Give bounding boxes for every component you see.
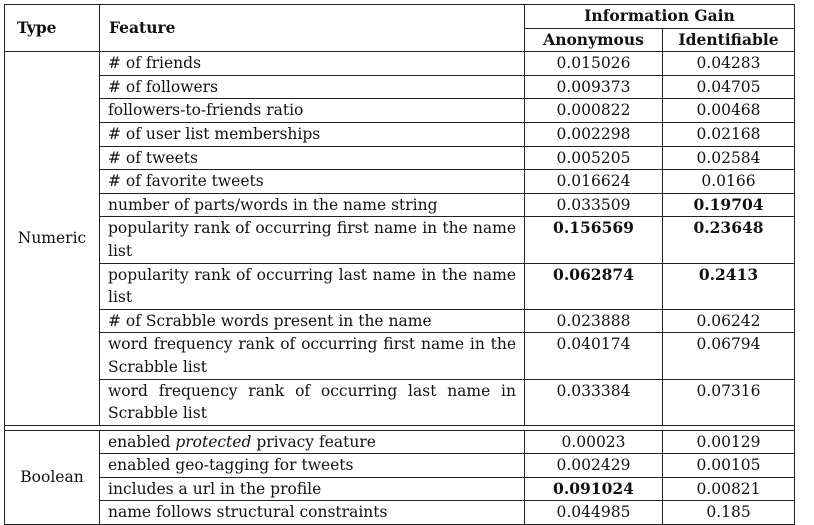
identifiable-value-cell: 0.00821	[662, 476, 795, 502]
feature-cell: # of user list memberships	[99, 121, 525, 147]
anonymous-value-cell: 0.033509	[524, 192, 663, 218]
feature-cell: number of parts/words in the name string	[99, 192, 525, 218]
header-feature: Feature	[99, 3, 525, 53]
table-row: number of parts/words in the name string…	[5, 192, 795, 218]
identifiable-value-cell: 0.02584	[662, 145, 795, 171]
identifiable-value-cell: 0.19704	[662, 192, 795, 218]
feature-cell: word frequency rank of occurring first n…	[99, 332, 525, 380]
feature-text-after: privacy feature	[251, 432, 376, 451]
feature-cell: includes a url in the profile	[99, 476, 525, 502]
anonymous-value-cell: 0.040174	[524, 332, 663, 380]
identifiable-value-cell: 0.04283	[662, 51, 795, 76]
anonymous-value-cell: 0.062874	[524, 262, 663, 310]
anonymous-value-cell: 0.015026	[524, 51, 663, 76]
anonymous-value-cell: 0.00023	[524, 429, 663, 455]
group-type-cell: Boolean	[4, 429, 100, 525]
header-identifiable: Identifiable	[662, 27, 795, 53]
feature-cell: enabled geo-tagging for tweets	[99, 453, 525, 478]
anonymous-value-cell: 0.023888	[524, 308, 663, 334]
identifiable-value-cell: 0.02168	[662, 121, 795, 147]
feature-cell: # of friends	[99, 51, 525, 76]
identifiable-value-cell: 0.0166	[662, 169, 795, 194]
identifiable-value-cell: 0.06242	[662, 308, 795, 334]
feature-cell: # of favorite tweets	[99, 169, 525, 194]
anonymous-value-cell: 0.002429	[524, 453, 663, 478]
table-row: Numeric # of friends 0.015026 0.04283	[4, 51, 795, 426]
table-row: word frequency rank of occurring first n…	[5, 332, 795, 380]
table-row: # of followers 0.009373 0.04705	[5, 74, 795, 100]
information-gain-table: Type Feature Information Gain Anonymous …	[4, 3, 795, 525]
anonymous-value-cell: 0.091024	[524, 476, 663, 502]
identifiable-value-cell: 0.00105	[662, 453, 795, 478]
group-separator	[4, 425, 795, 431]
feature-cell: # of tweets	[99, 145, 525, 171]
feature-cell: popularity rank of occurring first name …	[99, 216, 525, 264]
identifiable-value-cell: 0.06794	[662, 332, 795, 380]
header-type: Type	[4, 3, 100, 53]
feature-cell: # of Scrabble words present in the name	[99, 308, 525, 334]
table-row: popularity rank of occurring last name i…	[5, 262, 795, 310]
identifiable-value-cell: 0.00129	[662, 429, 795, 455]
identifiable-value-cell: 0.00468	[662, 98, 795, 123]
feature-cell: word frequency rank of occurring last na…	[99, 378, 525, 426]
header-information-gain: Information Gain	[524, 4, 795, 29]
table-row: # of user list memberships 0.002298 0.0216…	[5, 121, 795, 147]
separator-cell	[4, 425, 100, 431]
table-row: followers-to-friends ratio 0.000822 0.0046…	[5, 98, 795, 123]
table-row: Boolean enabled protected privacy feature…	[4, 429, 795, 525]
header-row-sub: Anonymous Identifiable	[5, 27, 795, 53]
anonymous-value-cell: 0.009373	[524, 74, 663, 100]
anonymous-value-cell: 0.000822	[524, 98, 663, 123]
separator-cell	[662, 425, 795, 431]
group-type-cell: Numeric	[4, 51, 100, 426]
anonymous-value-cell: 0.005205	[524, 145, 663, 171]
feature-cell: enabled protected privacy feature	[99, 429, 525, 455]
table-row: popularity rank of occurring first name …	[5, 216, 795, 264]
feature-cell: name follows structural constraints	[99, 500, 525, 525]
anonymous-value-cell: 0.002298	[524, 121, 663, 147]
anonymous-value-cell: 0.156569	[524, 216, 663, 264]
table-row: # of Scrabble words present in the name 0…	[5, 308, 795, 334]
identifiable-value-cell: 0.23648	[662, 216, 795, 264]
table-row: enabled geo-tagging for tweets 0.002429 0.…	[5, 453, 795, 478]
feature-text-emphasis: protected	[175, 432, 252, 451]
identifiable-value-cell: 0.185	[662, 500, 795, 525]
header-row-top: Type Feature Information Gain	[4, 3, 795, 53]
identifiable-value-cell: 0.2413	[662, 262, 795, 310]
table-row: includes a url in the profile 0.091024 0.0…	[5, 476, 795, 502]
feature-text-before: enabled	[108, 432, 176, 451]
table-row: word frequency rank of occurring last na…	[5, 378, 795, 426]
header-anonymous: Anonymous	[524, 27, 663, 53]
anonymous-value-cell: 0.016624	[524, 169, 663, 194]
table-row: # of tweets 0.005205 0.02584	[5, 145, 795, 171]
identifiable-value-cell: 0.07316	[662, 378, 795, 426]
table-row: # of favorite tweets 0.016624 0.0166	[5, 169, 795, 194]
table-body: Type Feature Information Gain Anonymous …	[4, 3, 795, 525]
feature-cell: followers-to-friends ratio	[99, 98, 525, 123]
table-row: name follows structural constraints 0.044…	[5, 500, 795, 525]
anonymous-value-cell: 0.044985	[524, 500, 663, 525]
anonymous-value-cell: 0.033384	[524, 378, 663, 426]
feature-cell: # of followers	[99, 74, 525, 100]
identifiable-value-cell: 0.04705	[662, 74, 795, 100]
feature-cell: popularity rank of occurring last name i…	[99, 262, 525, 310]
